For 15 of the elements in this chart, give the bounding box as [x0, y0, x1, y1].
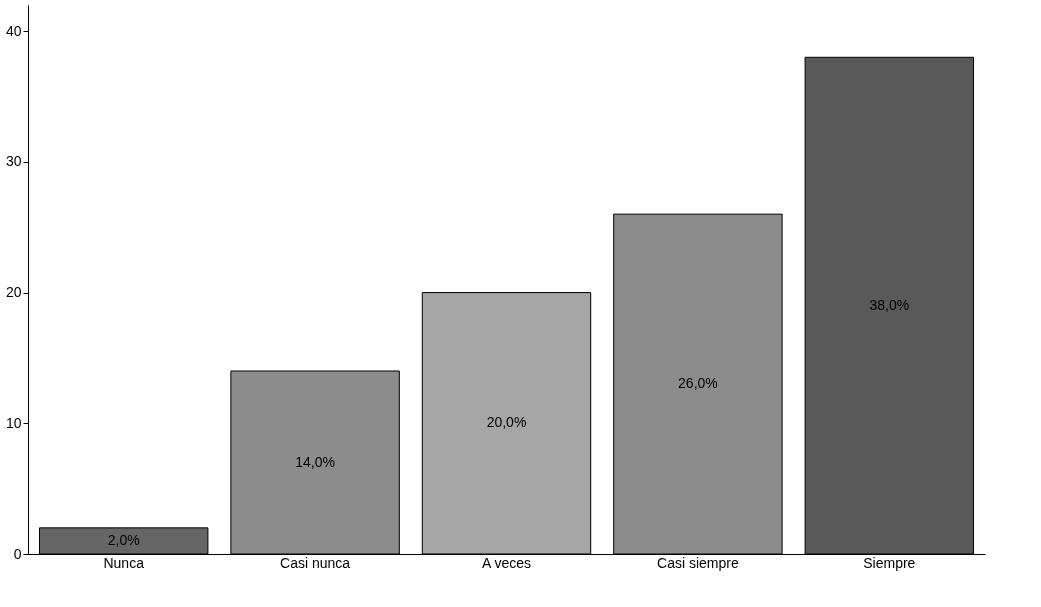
y-tick-label: 20: [5, 284, 22, 301]
data-label: 38,0%: [869, 296, 910, 313]
y-tick-label: 30: [5, 153, 22, 170]
y-tick-label: 40: [5, 22, 22, 39]
data-label: 14,0%: [295, 453, 335, 470]
x-tick-label: Nunca: [103, 554, 145, 571]
data-label: 2,0%: [107, 531, 140, 548]
x-tick-label: Siempre: [863, 554, 916, 571]
x-tick-label: Casi nunca: [280, 554, 351, 571]
y-tick-label: 10: [5, 414, 22, 431]
x-tick-label: Casi siempre: [657, 554, 739, 571]
data-label: 20,0%: [486, 414, 527, 431]
data-label: 26,0%: [678, 375, 718, 392]
x-tick-label: A veces: [481, 554, 532, 571]
y-tick-label: 0: [13, 545, 22, 562]
